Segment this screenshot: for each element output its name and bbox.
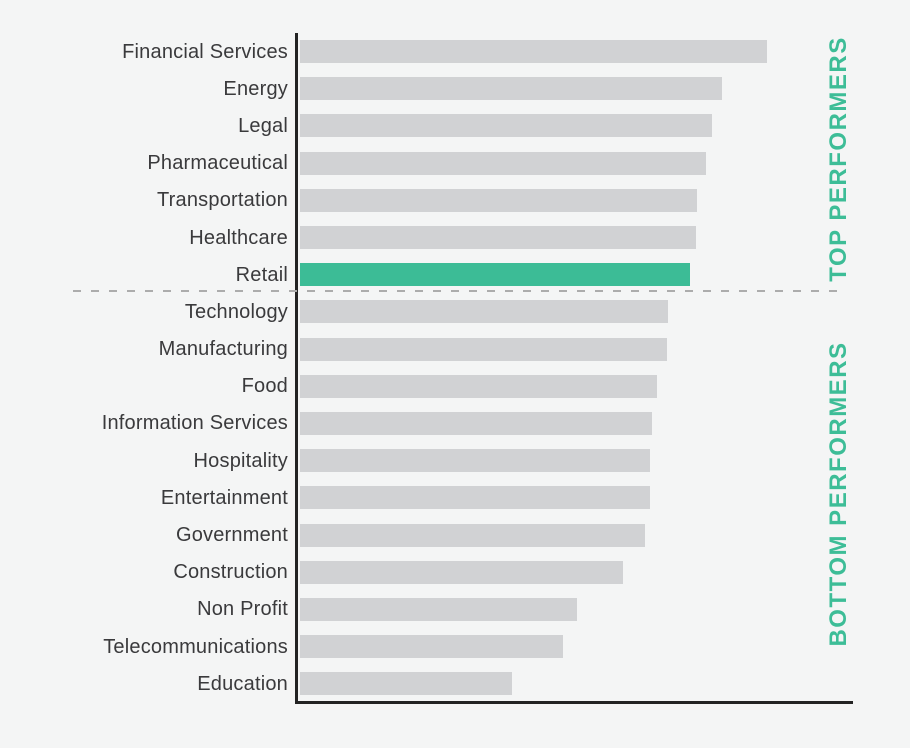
bar <box>300 374 657 398</box>
chart-row: Transportation <box>0 182 860 219</box>
category-label: Information Services <box>101 412 288 435</box>
bar <box>300 300 668 324</box>
bar-track <box>300 374 860 398</box>
bar <box>300 449 650 473</box>
bar-track <box>300 114 860 138</box>
category-label: Energy <box>223 77 288 100</box>
category-label: Pharmaceutical <box>147 152 288 175</box>
bar-highlighted <box>300 263 690 287</box>
bar <box>300 188 697 212</box>
bar <box>300 486 650 510</box>
bar-track <box>300 597 860 621</box>
chart-row: Manufacturing <box>0 331 860 368</box>
bar <box>300 77 722 101</box>
chart-row: Entertainment <box>0 479 860 516</box>
category-label: Food <box>241 375 288 398</box>
bar <box>300 523 645 547</box>
chart-row: Education <box>0 665 860 702</box>
chart-row: Retail <box>0 256 860 293</box>
category-label: Transportation <box>156 189 288 212</box>
category-label: Technology <box>184 300 288 323</box>
chart-row: Healthcare <box>0 219 860 256</box>
chart-row: Non Profit <box>0 591 860 628</box>
chart-row: Financial Services <box>0 33 860 70</box>
category-label: Hospitality <box>193 449 288 472</box>
chart-row: Legal <box>0 107 860 144</box>
category-label: Construction <box>173 561 288 584</box>
y-axis-line <box>295 33 298 704</box>
chart-row: Construction <box>0 554 860 591</box>
bar <box>300 635 563 659</box>
category-label: Telecommunications <box>103 635 288 658</box>
bar <box>300 672 512 696</box>
chart-row: Government <box>0 516 860 553</box>
bar-track <box>300 672 860 696</box>
bar-track <box>300 411 860 435</box>
chart-row: Technology <box>0 293 860 330</box>
category-label: Financial Services <box>122 40 288 63</box>
bar <box>300 114 712 138</box>
bar <box>300 560 623 584</box>
category-label: Healthcare <box>189 226 288 249</box>
bar-track <box>300 300 860 324</box>
bar-track <box>300 188 860 212</box>
category-label: Manufacturing <box>158 338 288 361</box>
bar-rows: Financial Services Energy Legal Pharmace… <box>0 33 860 702</box>
bar-track <box>300 40 860 64</box>
x-axis-line <box>295 701 853 704</box>
chart-row: Telecommunications <box>0 628 860 665</box>
chart-row: Energy <box>0 70 860 107</box>
bar-track <box>300 77 860 101</box>
chart-row: Hospitality <box>0 442 860 479</box>
bar-track <box>300 263 860 287</box>
bar-track <box>300 337 860 361</box>
bar <box>300 40 767 64</box>
bar <box>300 411 652 435</box>
category-label: Legal <box>238 114 288 137</box>
bar <box>300 597 577 621</box>
bar-track <box>300 486 860 510</box>
chart-row: Food <box>0 368 860 405</box>
bar-track <box>300 635 860 659</box>
category-label: Non Profit <box>197 598 288 621</box>
chart-row: Pharmaceutical <box>0 145 860 182</box>
bar <box>300 337 667 361</box>
category-label: Retail <box>235 263 288 286</box>
bar-track <box>300 449 860 473</box>
top-performers-label: TOP PERFORMERS <box>825 36 852 282</box>
bar-track <box>300 560 860 584</box>
bottom-performers-label: BOTTOM PERFORMERS <box>825 341 852 647</box>
category-label: Government <box>175 524 288 547</box>
bar-track <box>300 151 860 175</box>
bar-track <box>300 226 860 250</box>
chart-row: Information Services <box>0 405 860 442</box>
category-label: Entertainment <box>160 486 288 509</box>
performers-divider-dashed-line <box>73 290 842 292</box>
bar-track <box>300 523 860 547</box>
category-label: Education <box>197 672 288 695</box>
bar <box>300 151 706 175</box>
bar <box>300 226 696 250</box>
